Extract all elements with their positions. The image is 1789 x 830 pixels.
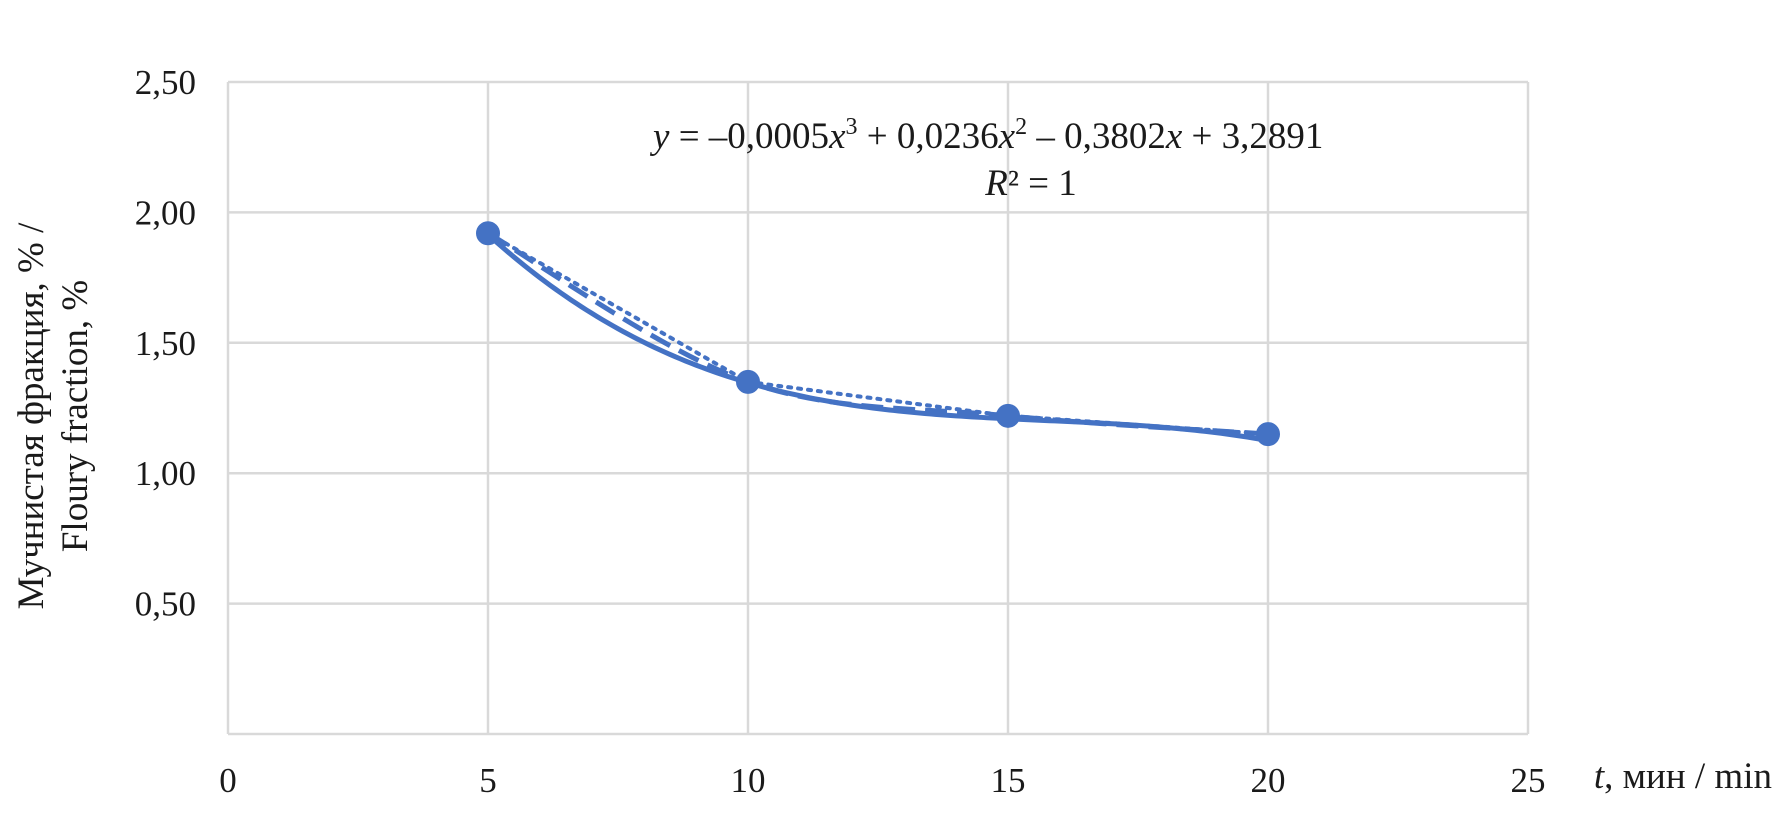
x-axis-title: t, мин / min [1594,756,1772,797]
eq-x2: x [998,116,1016,157]
axes [226,82,1528,736]
y-tick-label: 1,00 [135,454,196,493]
eq-sup1: 3 [846,114,858,140]
grid-lines [228,80,1530,734]
plot-series [476,221,1280,447]
x-axis-title-rest: , мин / min [1604,756,1772,797]
y-tick-label: 2,50 [135,63,196,102]
data-point [476,221,500,246]
trendline-equation: y = –0,0005x3 + 0,0236x2 – 0,3802x + 3,2… [649,114,1323,157]
y-axis-title-line2: Floury fraction, % [55,280,96,552]
x-tick-label: 25 [1511,761,1546,800]
x-tick-label: 15 [991,761,1026,800]
x-tick-label: 5 [479,761,497,800]
eq-x3: x [1165,116,1183,157]
data-point [1256,422,1280,447]
series-dashed-line [486,231,1269,437]
eq-b: + 0,0236 [858,116,999,157]
eq-x1: x [828,116,846,157]
eq-c: – 0,3802 [1027,116,1166,157]
x-tick-label: 20 [1251,761,1286,800]
x-tick-label: 0 [219,761,237,800]
y-tick-label: 2,00 [135,193,196,232]
series-dotted-line [486,231,1270,437]
y-tick-label: 0,50 [135,585,196,624]
x-axis-title-var: t [1594,756,1606,797]
y-tick-label: 1,50 [135,324,196,363]
eq-sup2: 2 [1015,114,1027,140]
r-label: R [984,163,1008,204]
data-point [996,403,1020,428]
eq-d: + 3,2891 [1182,116,1323,157]
trendline [486,232,1269,444]
eq-a: = –0,0005 [669,116,829,157]
eq-y: y [649,116,670,157]
data-point [736,369,760,394]
r-value: ² = 1 [1008,163,1077,204]
tick-labels: 0,50 1,00 1,50 2,00 2,50 0 5 10 15 20 25 [135,63,1546,800]
r-squared-label: R² = 1 [984,163,1077,204]
y-axis-title-line1: Мучнистая фракция, % / [11,222,52,609]
y-axis-title: Мучнистая фракция, % / Floury fraction, … [11,222,96,609]
x-tick-label: 10 [731,761,766,800]
